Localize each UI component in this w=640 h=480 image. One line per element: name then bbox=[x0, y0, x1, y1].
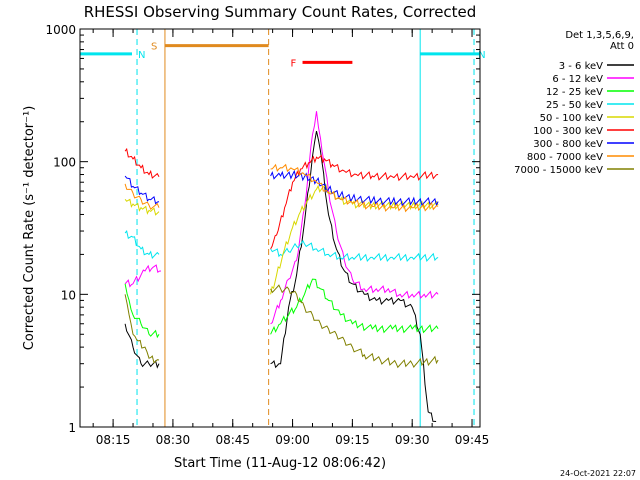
legend-header: Det 1,3,5,6,9, bbox=[565, 30, 634, 41]
legend-entry-label: 50 - 100 keV bbox=[540, 113, 604, 124]
interval-label: F bbox=[291, 58, 297, 69]
series-line bbox=[124, 230, 160, 260]
intervals-layer: N NSF bbox=[80, 29, 486, 427]
series-line bbox=[124, 175, 160, 205]
x-tick-label: 09:45 bbox=[455, 433, 490, 447]
series-line bbox=[270, 284, 439, 369]
x-tick-label: 08:15 bbox=[96, 433, 131, 447]
x-tick-label: 09:15 bbox=[335, 433, 370, 447]
series-line bbox=[124, 183, 160, 211]
interval-label: S bbox=[151, 42, 157, 53]
plot-frame bbox=[79, 28, 481, 428]
series-line bbox=[270, 163, 439, 213]
legend-entry-label: 25 - 50 keV bbox=[546, 100, 603, 111]
chart-title: RHESSI Observing Summary Count Rates, Co… bbox=[84, 3, 477, 21]
legend-entry-label: 100 - 300 keV bbox=[533, 126, 603, 137]
legend-entry-label: 7000 - 15000 keV bbox=[514, 165, 603, 176]
interval-label: N bbox=[138, 50, 145, 61]
series-layer bbox=[124, 111, 439, 422]
series-line bbox=[270, 278, 439, 335]
y-tick-label: 100 bbox=[53, 156, 76, 170]
series-line bbox=[270, 111, 439, 325]
series-line bbox=[124, 147, 160, 179]
x-tick-label: 09:30 bbox=[395, 433, 430, 447]
legend-entry-label: 6 - 12 keV bbox=[552, 74, 603, 85]
legend-entry-label: 800 - 7000 keV bbox=[527, 152, 603, 163]
series-line bbox=[124, 264, 162, 288]
y-tick-label: 1 bbox=[68, 421, 76, 435]
legend-entry-label: 3 - 6 keV bbox=[559, 61, 603, 72]
y-axis-label: Corrected Count Rate (s⁻¹ detector⁻¹) bbox=[22, 106, 37, 351]
x-axis: 08:15 08:30 08:45 09:00 09:15 09:30 09:45 bbox=[92, 29, 490, 447]
x-tick-label: 09:00 bbox=[275, 433, 310, 447]
legend: Det 1,3,5,6,9,Att 0 3 - 6 keV 6 - 12 keV 12… bbox=[514, 30, 634, 176]
interval-label: N bbox=[478, 50, 485, 61]
series-line bbox=[124, 283, 160, 339]
series-line bbox=[124, 198, 160, 216]
y-tick-label: 10 bbox=[61, 288, 76, 302]
x-tick-label: 08:45 bbox=[215, 433, 250, 447]
x-axis-label: Start Time (11-Aug-12 08:06:42) bbox=[174, 456, 386, 471]
series-line bbox=[270, 130, 437, 422]
footer-date: 24-Oct-2021 22:07 bbox=[560, 469, 636, 478]
series-line bbox=[124, 323, 160, 369]
series-line bbox=[270, 239, 439, 263]
series-line bbox=[270, 154, 439, 250]
x-tick-label: 08:30 bbox=[156, 433, 191, 447]
y-tick-label: 1000 bbox=[45, 23, 76, 37]
legend-entry-label: 12 - 25 keV bbox=[546, 87, 603, 98]
legend-header: Att 0 bbox=[610, 41, 634, 52]
y-axis: 1 10 100 1000 bbox=[45, 23, 480, 435]
legend-entry-label: 300 - 800 keV bbox=[533, 139, 603, 150]
series-line bbox=[124, 294, 160, 364]
